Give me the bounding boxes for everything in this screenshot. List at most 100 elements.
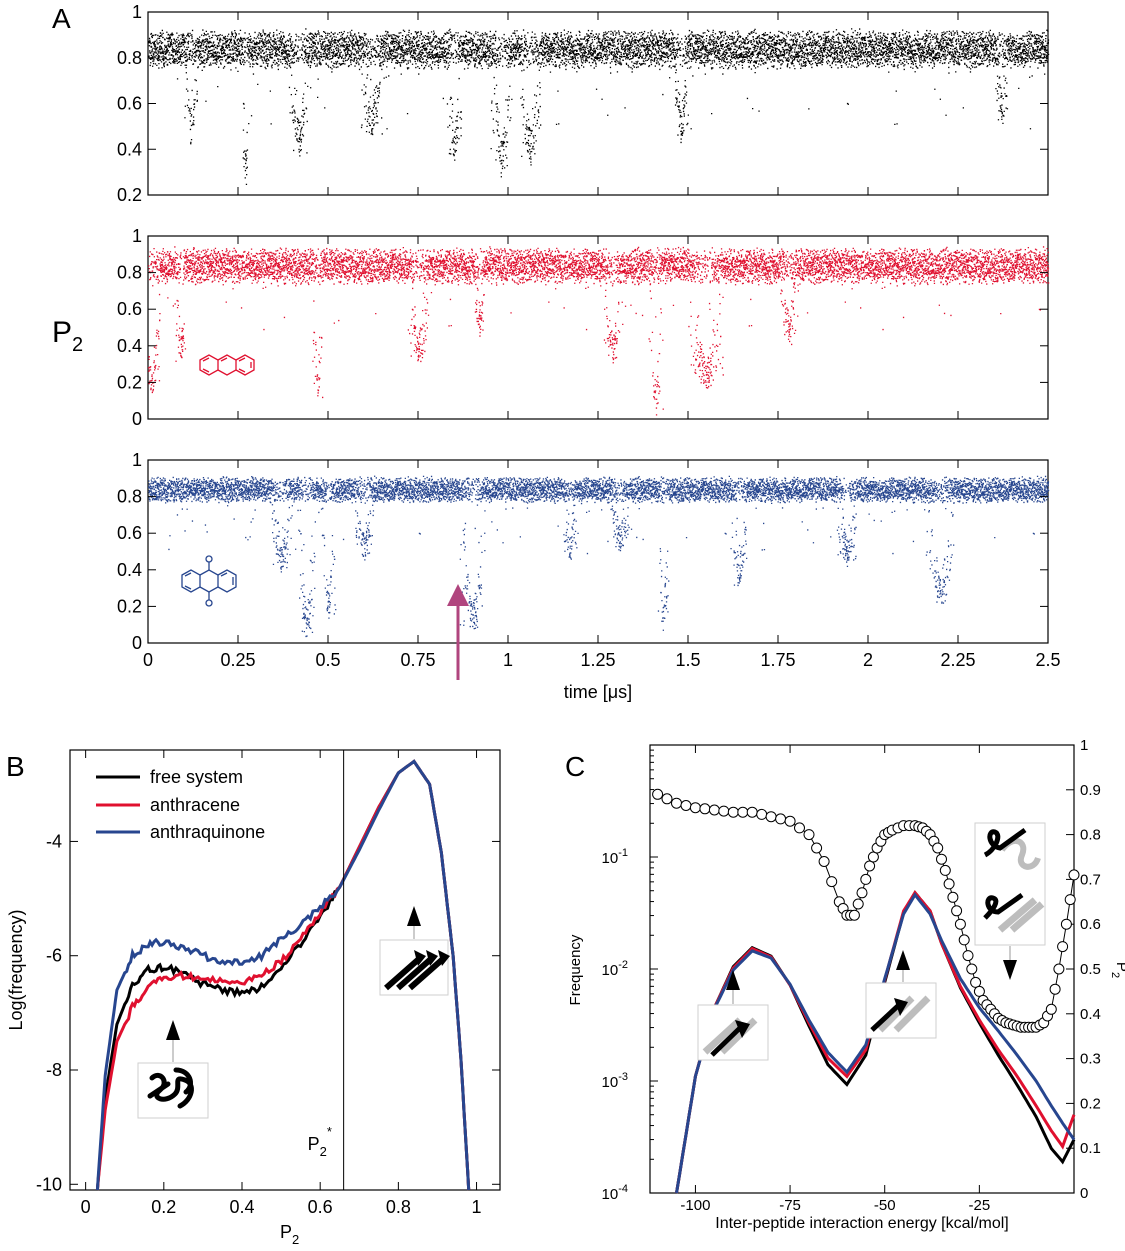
- c-p2-point: [867, 851, 879, 863]
- c-p2-point: [951, 905, 963, 917]
- a-ytick-label: 1: [132, 450, 142, 470]
- c-p2-point: [954, 918, 966, 930]
- c-p2-point: [943, 878, 955, 890]
- c-p2-point: [737, 806, 749, 818]
- c-p2-point: [708, 804, 720, 816]
- c-p2-point: [671, 797, 682, 809]
- a-ytick-label: 0.6: [117, 94, 142, 114]
- c-p2-point: [856, 887, 868, 899]
- p2-star-label: P2*: [308, 1124, 332, 1159]
- c-p2-point: [860, 873, 872, 885]
- c-p2-point: [848, 909, 860, 921]
- c-ytick-label: 10-1: [602, 847, 628, 867]
- c-y2tick-label: 0.3: [1080, 1051, 1101, 1068]
- a-series-points: [148, 28, 1050, 186]
- c-ylabel: Frequency: [567, 934, 584, 1005]
- panel-c: -100 -75 -50 -25 10-4 10-3 10-2 10-1 0 0.1 0.2 0.3 0…: [567, 737, 1125, 1232]
- b-xtick-label: 0.6: [308, 1197, 333, 1217]
- a-ytick-label: 0.4: [117, 560, 142, 580]
- c-p2-point: [818, 856, 830, 867]
- c-p2-point: [680, 800, 692, 811]
- b-ytick-label: -4: [46, 831, 62, 851]
- panel-a: 0.2 0.4 0.6 0.8 1 0 0.2 0.4 0.6 0.8 1 0 0.2 0.4 0.6 0.8…: [52, 2, 1061, 702]
- a-xtick-label: 2.5: [1035, 650, 1060, 670]
- a-ytick-label: 0.2: [117, 372, 142, 392]
- highlight-arrow-head: [447, 584, 469, 606]
- a-xtick-label: 2.25: [940, 650, 975, 670]
- c-ytick-label: 10-2: [602, 959, 628, 979]
- a-ytick-label: 0.6: [117, 523, 142, 543]
- b-line-anthraquinone: [95, 759, 471, 1191]
- c-p2-point: [1057, 941, 1069, 953]
- c-y2tick-label: 0: [1080, 1185, 1088, 1202]
- a-ytick-label: 0.6: [117, 299, 142, 319]
- c-p2-point: [864, 860, 876, 872]
- c-p2-point: [826, 876, 838, 888]
- c-y2tick-label: 1: [1080, 737, 1088, 754]
- c-p2-point: [718, 805, 730, 817]
- panel-label-b: B: [6, 751, 25, 782]
- a-ytick-label: 0.4: [117, 139, 142, 159]
- a-xtick-label: 1.25: [580, 650, 615, 670]
- a-ytick-label: 0.8: [117, 263, 142, 283]
- frame-b: [69, 749, 501, 1191]
- a-ytick-label: 0.4: [117, 336, 142, 356]
- c-y2tick-label: 0.4: [1080, 1006, 1101, 1023]
- c-p2-point: [973, 985, 985, 997]
- b-xtick-label: 0.4: [229, 1197, 254, 1217]
- c-y2tick-label: 0.6: [1080, 916, 1101, 933]
- c-p2-point: [652, 788, 664, 800]
- c-p2-point: [936, 853, 947, 865]
- a-xtick-label: 0: [143, 650, 153, 670]
- frame-a3: [147, 459, 1049, 644]
- c-p2-point: [947, 891, 959, 903]
- c-xtick-label: -100: [680, 1197, 710, 1214]
- c-p2-point: [661, 793, 673, 805]
- c-y2tick-label: 0.9: [1080, 782, 1101, 799]
- a-ytick-label: 1: [132, 226, 142, 246]
- panel-label-a: A: [52, 3, 71, 34]
- panel-label-c: C: [565, 751, 585, 782]
- a-ytick-label: 0.2: [117, 185, 142, 205]
- c-y2tick-label: 0.7: [1080, 871, 1101, 888]
- c-p2-point: [1060, 918, 1072, 930]
- b-ytick-label: -10: [36, 1174, 62, 1194]
- a-ticks: 0.2 0.4 0.6 0.8 1 0 0.2 0.4 0.6 0.8 1 0 0.2 0.4 0.6 0.8…: [117, 2, 1061, 670]
- b-xtick-label: 0: [81, 1197, 91, 1217]
- c-p2-point: [1053, 963, 1065, 975]
- a-series-points: [148, 475, 1050, 638]
- a-ytick-label: 0.8: [117, 48, 142, 68]
- b-xtick-label: 0.2: [151, 1197, 176, 1217]
- c-p2-point: [1045, 1003, 1057, 1015]
- b-xlabel: P2: [280, 1222, 299, 1247]
- b-ylabel: Log(frequency): [6, 909, 26, 1030]
- a-xtick-label: 2: [863, 650, 873, 670]
- c-p2-point: [939, 864, 951, 876]
- b-xtick-label: 0.8: [386, 1197, 411, 1217]
- c-p2-point: [689, 802, 701, 814]
- c-p2-point: [962, 950, 974, 962]
- c-p2-point: [1068, 869, 1080, 881]
- a-ylabel: P2: [52, 316, 83, 356]
- c-ytick-label: 10-4: [602, 1183, 628, 1203]
- a-data-marks: [148, 28, 1050, 638]
- c-y2tick-label: 0.2: [1080, 1095, 1101, 1112]
- two-strand-sheet-icon: [865, 950, 937, 1039]
- c-p2-point: [958, 934, 970, 946]
- a-ytick-label: 0: [132, 409, 142, 429]
- c-xtick-label: -50: [874, 1197, 896, 1214]
- a-xtick-label: 0.5: [315, 650, 340, 670]
- c-p2-point: [746, 806, 758, 818]
- a-xtick-label: 1.75: [760, 650, 795, 670]
- a-series-points: [148, 246, 1050, 416]
- c-p2-point: [756, 808, 768, 820]
- c-xtick-label: -25: [969, 1197, 991, 1214]
- c-p2-point: [765, 811, 777, 823]
- b-ytick-label: -8: [46, 1060, 62, 1080]
- disordered-aggregate-icon: [137, 1020, 209, 1119]
- b-xtick-label: 1: [472, 1197, 482, 1217]
- c-y2tick-label: 0.1: [1080, 1140, 1101, 1157]
- c-p2-point: [794, 822, 805, 834]
- a-xlabel: time [μs]: [564, 682, 632, 702]
